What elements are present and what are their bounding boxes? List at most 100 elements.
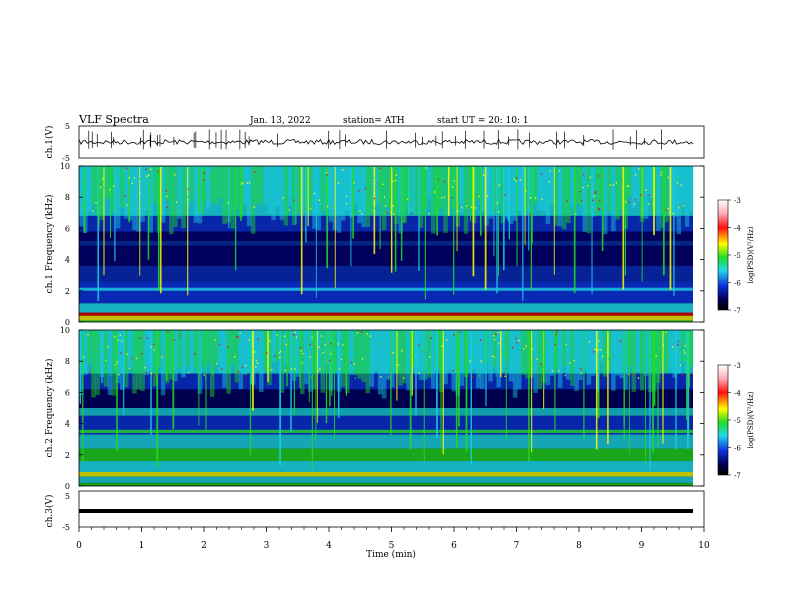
spectral-speckle [355, 211, 357, 213]
spectral-speckle [294, 331, 296, 334]
spectral-speckle [684, 352, 686, 354]
spectral-speckle [106, 359, 108, 362]
spectral-speckle [342, 344, 344, 346]
spectral-speckle [580, 368, 582, 370]
spectral-column [594, 166, 600, 216]
spectral-speckle [323, 211, 325, 214]
spectral-speckle [357, 210, 359, 213]
spectral-speckle [549, 170, 551, 173]
spectral-column [316, 166, 321, 231]
spectral-speckle [203, 172, 206, 174]
spectral-column [537, 330, 542, 389]
spectral-speckle [279, 350, 282, 353]
spectral-speckle [628, 368, 631, 370]
spectral-speckle [240, 183, 243, 185]
x-tick-label: 3 [264, 541, 270, 551]
spectral-speckle [447, 349, 449, 352]
ch2-spectrogram-yticks: 0 2 4 6 8 10 [60, 326, 704, 491]
spectral-speckle [276, 334, 278, 336]
spectral-speckle [480, 360, 482, 362]
spectral-speckle [512, 177, 514, 180]
spectral-speckle [141, 353, 143, 355]
spectral-speckle [525, 345, 527, 347]
spectral-column [426, 330, 432, 378]
spectral-speckle [248, 338, 251, 341]
spectral-column [607, 330, 612, 371]
spectral-column [418, 166, 424, 228]
spectral-speckle [357, 200, 359, 203]
spectral-speckle [347, 167, 350, 170]
spectral-speckle [441, 196, 443, 199]
spectral-speckle [401, 349, 403, 352]
spectral-column [451, 330, 456, 392]
spectral-speckle [246, 182, 249, 184]
spectral-column [426, 166, 432, 200]
spectral-speckle [515, 179, 517, 182]
spectral-column [173, 330, 178, 382]
spectral-speckle [407, 198, 409, 201]
spectral-speckle [254, 351, 256, 353]
colorbar-tick-label: -6 [734, 280, 741, 288]
spectral-speckle [287, 182, 289, 185]
spectral-speckle [583, 173, 585, 176]
spectral-column [578, 330, 583, 380]
spectral-speckle [554, 343, 556, 346]
spectral-speckle [359, 168, 362, 171]
spectral-column [279, 166, 285, 221]
spectral-speckle [380, 375, 382, 378]
spectral-speckle [320, 176, 322, 178]
spectral-speckle [204, 204, 207, 206]
spectral-speckle [298, 375, 301, 377]
x-tick-label: 1 [139, 541, 145, 551]
spectral-speckle [330, 343, 332, 345]
spectral-speckle [318, 199, 320, 201]
spectral-column [676, 330, 682, 374]
spectral-column [381, 330, 387, 399]
spectral-speckle [425, 167, 427, 169]
spectral-speckle [131, 189, 133, 191]
spectral-speckle [610, 175, 612, 177]
spectral-speckle [274, 355, 276, 357]
spectral-column [95, 330, 100, 395]
spectral-speckle [516, 342, 518, 344]
spectral-column [152, 330, 158, 387]
spectral-speckle [79, 361, 81, 364]
spectral-column [357, 330, 362, 379]
spectral-speckle [428, 372, 430, 374]
start-time-label: start UT = 20: 10: 1 [437, 116, 529, 126]
spectral-speckle [622, 173, 624, 176]
spectral-speckle [203, 374, 205, 376]
ch1-waveform-ylabel: ch.1(V) [44, 126, 55, 159]
spectral-column [222, 166, 227, 224]
spectral-speckle [114, 336, 116, 338]
spectral-speckle [665, 331, 667, 334]
spectral-column [189, 330, 195, 373]
ch1-waveform-panel: ch.1(V) 5 -5 [44, 122, 705, 163]
spectral-band [79, 408, 693, 416]
spectral-speckle [502, 352, 504, 354]
spectral-band [79, 303, 693, 313]
spectral-column [410, 166, 416, 215]
x-tick-label: 4 [326, 541, 332, 551]
ch1-colorbar-gradient [717, 199, 729, 311]
spectral-speckle [575, 213, 577, 215]
spectral-speckle [349, 189, 351, 191]
spectral-column [242, 330, 248, 375]
spectral-column [361, 330, 366, 383]
spectral-speckle [102, 177, 104, 180]
spectral-speckle [80, 192, 82, 195]
spectral-speckle [106, 346, 109, 348]
spectral-column [455, 330, 461, 396]
ch1-waveform-spikes [88, 129, 662, 150]
ch1-spec-ylabel-channel: ch.1 Frequency (kHz) [44, 195, 55, 294]
spectral-speckle [504, 194, 506, 196]
spectral-speckle [346, 202, 348, 205]
spectral-speckle [556, 331, 558, 333]
spectral-speckle [649, 333, 651, 335]
spectral-column [312, 166, 317, 229]
spectral-speckle [493, 338, 496, 341]
spectral-speckle [123, 336, 125, 338]
spectral-speckle [261, 204, 263, 206]
spectral-speckle [504, 375, 506, 378]
spectral-speckle [93, 333, 95, 335]
